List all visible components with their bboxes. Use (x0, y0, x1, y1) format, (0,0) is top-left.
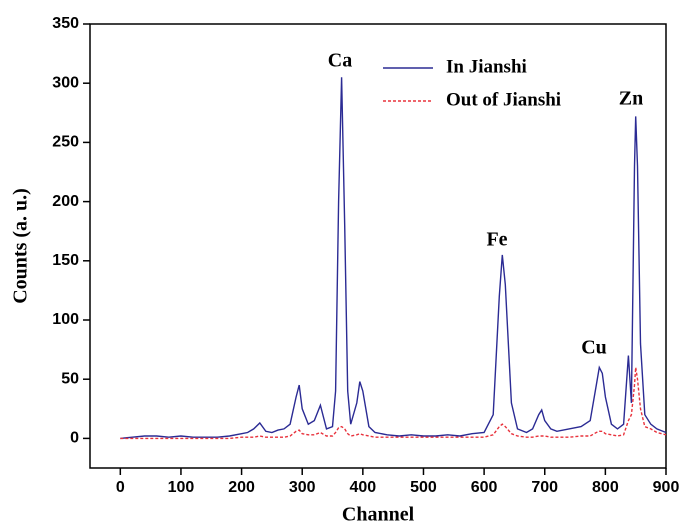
x-tick-label: 0 (116, 479, 125, 496)
y-tick-label: 150 (52, 252, 79, 269)
x-tick-label: 400 (349, 479, 376, 496)
y-tick-label: 350 (52, 15, 79, 32)
annotation: Ca (328, 50, 352, 72)
y-tick-label: 50 (61, 370, 79, 387)
x-tick-label: 300 (289, 479, 316, 496)
x-tick-label: 100 (168, 479, 195, 496)
plot-frame (89, 23, 667, 469)
legend-label: In Jianshi (446, 56, 527, 77)
y-tick-label: 0 (70, 430, 79, 447)
y-tick-label: 200 (52, 193, 79, 210)
x-tick-label: 500 (410, 479, 437, 496)
y-tick-label: 300 (52, 74, 79, 91)
y-tick-label: 100 (52, 311, 79, 328)
x-tick-label: 900 (653, 479, 680, 496)
x-tick-label: 700 (531, 479, 558, 496)
x-tick-label: 800 (592, 479, 619, 496)
y-axis-label: Counts (a. u.) (10, 188, 32, 304)
x-tick-label: 600 (471, 479, 498, 496)
y-tick-label: 250 (52, 134, 79, 151)
series-line (120, 77, 667, 440)
x-tick-label: 200 (228, 479, 255, 496)
annotation: Cu (581, 337, 607, 359)
series-line (120, 367, 667, 440)
legend-label: Out of Jianshi (446, 89, 561, 110)
annotation: Fe (486, 229, 507, 251)
annotation: Zn (619, 88, 643, 110)
x-axis-label: Channel (342, 504, 415, 526)
